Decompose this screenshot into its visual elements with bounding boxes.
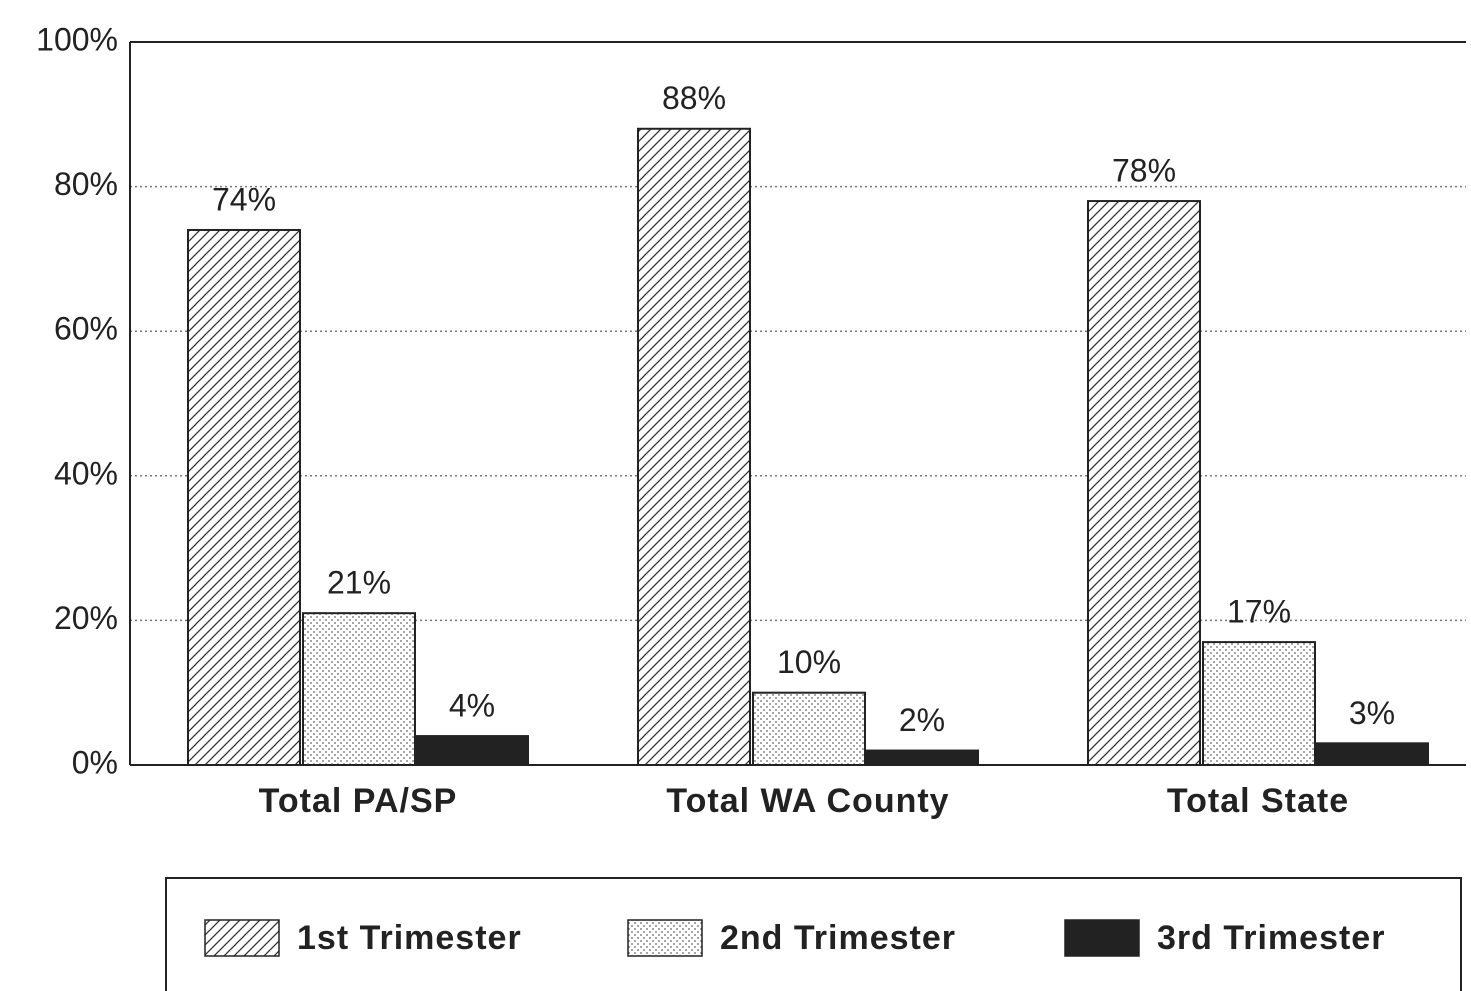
data-label: 88% (662, 80, 726, 116)
legend-label: 2nd Trimester (720, 919, 956, 957)
bar (637, 127, 751, 766)
legend-swatch (627, 919, 703, 957)
x-tick-label: Total PA/SP (259, 782, 458, 820)
data-label: 21% (327, 565, 391, 601)
data-label: 78% (1112, 153, 1176, 189)
legend-swatch (204, 919, 280, 957)
x-tick-label: Total State (1167, 782, 1349, 820)
bar (1315, 742, 1429, 766)
legend-box (165, 877, 1462, 991)
legend-label: 3rd Trimester (1157, 919, 1385, 957)
y-tick-label: 40% (54, 455, 118, 491)
x-tick-label: Total WA County (666, 782, 949, 820)
y-tick-label: 100% (36, 21, 118, 57)
data-label: 3% (1349, 695, 1395, 731)
y-tick-label: 60% (54, 311, 118, 347)
bar (1202, 641, 1316, 767)
data-label: 17% (1227, 594, 1291, 630)
y-tick-label: 20% (54, 600, 118, 636)
bar (1087, 200, 1201, 766)
legend-label: 1st Trimester (297, 919, 522, 957)
bar (187, 228, 301, 767)
bar (865, 749, 979, 766)
data-label: 10% (777, 644, 841, 680)
y-tick-label: 80% (54, 166, 118, 202)
data-label: 74% (212, 181, 276, 217)
data-label: 4% (449, 688, 495, 724)
bar (302, 612, 416, 766)
legend-swatch (1064, 919, 1140, 957)
bar (415, 735, 529, 767)
data-label: 2% (899, 702, 945, 738)
y-tick-label: 0% (72, 744, 118, 780)
bar (752, 691, 866, 767)
